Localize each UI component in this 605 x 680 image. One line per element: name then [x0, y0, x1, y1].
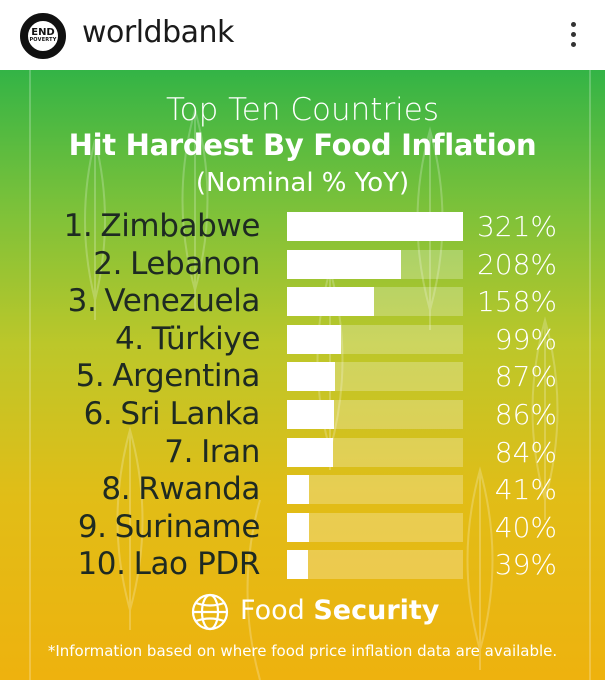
rank-number: 10.: [77, 546, 126, 583]
bar-track: [287, 437, 463, 467]
chart-row: 10. Lao PDR 39%: [0, 546, 605, 583]
avatar-line1: END: [31, 27, 55, 38]
row-label: 2. Lebanon: [0, 246, 260, 283]
data-label: 321%: [476, 210, 557, 243]
bar-track: [287, 362, 463, 392]
rank-number: 4.: [114, 320, 144, 357]
data-label: 158%: [476, 285, 557, 319]
avatar-logo-text: END POVERTY: [28, 28, 58, 44]
chart-row: 9. Suriname 40%: [0, 509, 605, 546]
country-name: Iran: [201, 433, 260, 470]
row-label: 7. Iran: [0, 434, 260, 471]
country-name: Sri Lanka: [120, 396, 260, 432]
country-name: Lao PDR: [133, 546, 261, 583]
rank-number: 7.: [164, 433, 194, 470]
rank-number: 1.: [63, 208, 93, 244]
country-name: Rwanda: [138, 471, 260, 508]
bar-track: [287, 475, 463, 505]
rank-number: 9.: [77, 508, 107, 545]
chart-row: 7. Iran 84%: [0, 434, 605, 471]
bar: [287, 475, 309, 505]
row-label: 9. Suriname: [0, 508, 261, 546]
chart-row: 1. Zimbabwe 321%: [0, 208, 605, 245]
bar: [287, 512, 309, 542]
bar: [287, 212, 463, 241]
bar-track: [287, 512, 463, 542]
chart-row: 2. Lebanon 208%: [0, 246, 605, 283]
avatar-ring: END POVERTY: [26, 19, 60, 53]
chart-subtitle: (Nominal % YoY): [195, 168, 410, 198]
chart-title-line2: Hit Hardest By Food Inflation: [68, 128, 537, 162]
rank-number: 6.: [83, 396, 113, 432]
food-security-brand: Food Security: [240, 595, 439, 626]
country-name: Türkiye: [151, 320, 261, 357]
avatar-line2: POVERTY: [29, 37, 57, 43]
data-label: 208%: [476, 247, 557, 281]
bar-track: [287, 287, 463, 317]
rank-number: 2.: [93, 245, 123, 282]
data-label: 99%: [494, 322, 557, 356]
country-name: Lebanon: [130, 245, 260, 282]
rank-number: 3.: [67, 283, 97, 320]
chart-row: 4. Türkiye 99%: [0, 321, 605, 358]
bar: [287, 249, 401, 279]
rank-number: 5.: [75, 358, 105, 395]
chart-row: 5. Argentina 87%: [0, 358, 605, 395]
bar-track: [287, 550, 463, 580]
bar-track: [287, 212, 463, 241]
more-vertical-icon[interactable]: [566, 20, 580, 50]
country-name: Argentina: [112, 358, 260, 395]
chart-row: 6. Sri Lanka 86%: [0, 396, 605, 433]
chart-row: 8. Rwanda 41%: [0, 471, 605, 508]
row-label: 3. Venezuela: [0, 283, 261, 320]
row-label: 8. Rwanda: [0, 471, 260, 508]
data-label: 39%: [494, 548, 557, 582]
chart-row: 3. Venezuela 158%: [0, 283, 605, 320]
country-name: Zimbabwe: [100, 208, 260, 244]
data-label: 41%: [494, 473, 557, 507]
bar-track: [287, 400, 463, 429]
data-label: 87%: [494, 360, 557, 394]
data-label: 84%: [494, 435, 557, 469]
country-name: Venezuela: [104, 283, 260, 320]
brand-word-security: Security: [313, 595, 440, 626]
bar: [287, 400, 334, 429]
row-label: 4. Türkiye: [0, 321, 260, 358]
bar: [287, 324, 341, 354]
data-label: 40%: [494, 510, 557, 544]
avatar[interactable]: END POVERTY: [20, 13, 66, 59]
footnote: *Information based on where food price i…: [47, 642, 558, 660]
bar: [287, 362, 335, 392]
row-label: 1. Zimbabwe: [0, 208, 261, 245]
post-header: END POVERTY worldbank: [0, 0, 605, 70]
bar: [287, 287, 374, 317]
rank-number: 8.: [101, 471, 131, 508]
chart-title-line1: Top Ten Countries: [165, 92, 440, 128]
bar-track: [287, 324, 463, 354]
data-label: 86%: [494, 398, 557, 431]
row-label: 5. Argentina: [0, 358, 261, 395]
post-image: Top Ten Countries Hit Hardest By Food In…: [0, 70, 605, 680]
row-label: 6. Sri Lanka: [0, 396, 261, 433]
brand-word-food: Food: [240, 595, 305, 626]
country-name: Suriname: [114, 508, 261, 545]
globe-icon: [191, 593, 229, 631]
bar: [287, 550, 308, 580]
bar: [287, 437, 333, 467]
row-label: 10. Lao PDR: [0, 546, 260, 583]
account-username[interactable]: worldbank: [82, 15, 234, 50]
bar-track: [287, 249, 463, 279]
